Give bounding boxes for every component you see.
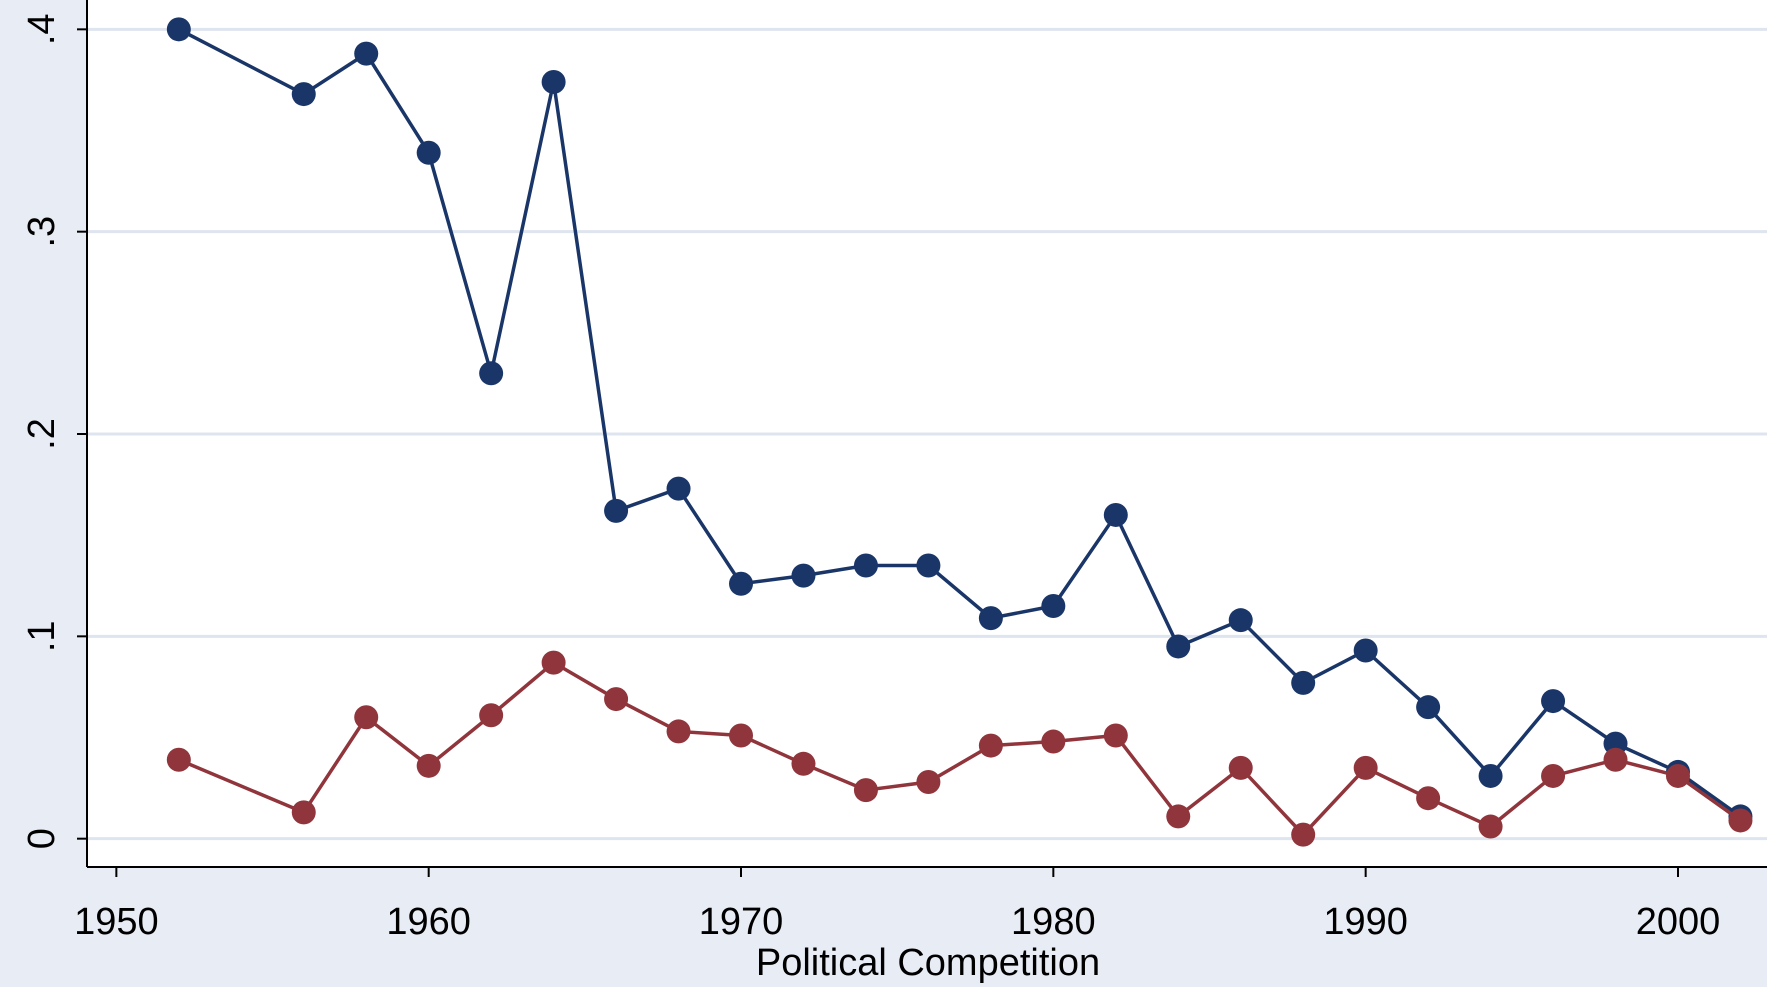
data-point [166, 747, 191, 772]
x-tick-label: 1950 [74, 901, 159, 943]
x-tick-label: 1970 [699, 901, 784, 943]
x-tick-label: 1980 [1011, 901, 1096, 943]
data-point [1041, 593, 1066, 618]
data-point [1541, 689, 1566, 714]
data-point [791, 751, 816, 776]
data-point [604, 498, 629, 523]
data-point [1103, 502, 1128, 527]
data-point [1353, 638, 1378, 663]
data-point [354, 41, 379, 66]
data-point [916, 553, 941, 578]
data-point [666, 476, 691, 501]
data-point [916, 770, 941, 795]
data-point [416, 753, 441, 778]
data-point [1478, 814, 1503, 839]
data-point [1353, 755, 1378, 780]
data-point [1041, 729, 1066, 754]
data-point [1166, 804, 1191, 829]
data-point [978, 733, 1003, 758]
data-point [1228, 755, 1253, 780]
data-point [666, 719, 691, 744]
data-point [166, 17, 191, 42]
data-point [1166, 634, 1191, 659]
y-tick-label: .3 [21, 216, 63, 248]
data-point [1291, 822, 1316, 847]
y-tick-label: 0 [21, 828, 63, 849]
data-point [479, 703, 504, 728]
data-point [1416, 695, 1441, 720]
data-point [1603, 747, 1628, 772]
data-point [291, 800, 316, 825]
data-point [1291, 670, 1316, 695]
data-point [1728, 808, 1753, 833]
x-tick-label: 1990 [1323, 901, 1408, 943]
data-point [541, 69, 566, 94]
data-point [479, 361, 504, 386]
data-point [604, 687, 629, 712]
data-point [978, 606, 1003, 631]
data-point [1416, 786, 1441, 811]
data-point [1103, 723, 1128, 748]
y-tick-label: .4 [21, 13, 63, 45]
y-tick-label: .1 [21, 620, 63, 652]
data-point [1228, 608, 1253, 633]
data-point [853, 778, 878, 803]
data-point [729, 723, 754, 748]
data-point [853, 553, 878, 578]
data-point [729, 571, 754, 596]
x-tick-label: 1960 [386, 901, 471, 943]
y-tick-label: .2 [21, 418, 63, 450]
data-point [791, 563, 816, 588]
x-axis-title: Political Competition [756, 942, 1100, 984]
data-point [541, 650, 566, 675]
data-point [1665, 763, 1690, 788]
data-point [1478, 763, 1503, 788]
data-point [354, 705, 379, 730]
data-point [416, 140, 441, 165]
x-tick-label: 2000 [1636, 901, 1721, 943]
data-point [291, 82, 316, 107]
data-point [1541, 763, 1566, 788]
